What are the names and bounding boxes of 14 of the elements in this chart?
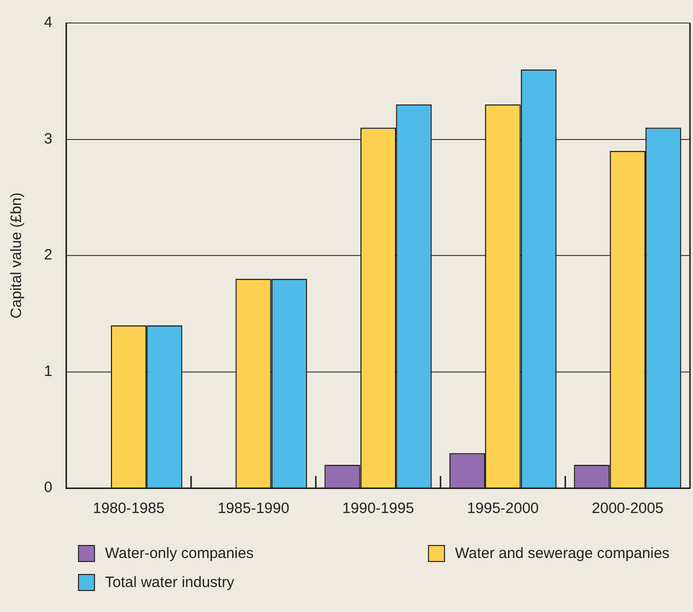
y-tick-label: 0 xyxy=(44,479,52,496)
x-tick-label: 1995-2000 xyxy=(467,500,539,518)
legend-label: Total water industry xyxy=(105,574,234,591)
x-tick-label: 1985-1990 xyxy=(218,500,290,518)
y-tick-label: 3 xyxy=(44,130,52,148)
legend-label: Water-only companies xyxy=(105,545,254,562)
y-tick-label: 1 xyxy=(44,362,52,380)
x-tick-label: 2000-2005 xyxy=(592,500,664,518)
legend-label: Water and sewerage companies xyxy=(455,545,670,562)
x-tick-label: 1990-1995 xyxy=(342,500,414,518)
x-tick-label: 1980-1985 xyxy=(92,500,165,518)
y-tick-label: 2 xyxy=(44,246,52,264)
y-tick-label: 4 xyxy=(44,14,52,32)
y-axis-title: Capital value (£bn) xyxy=(8,192,26,318)
